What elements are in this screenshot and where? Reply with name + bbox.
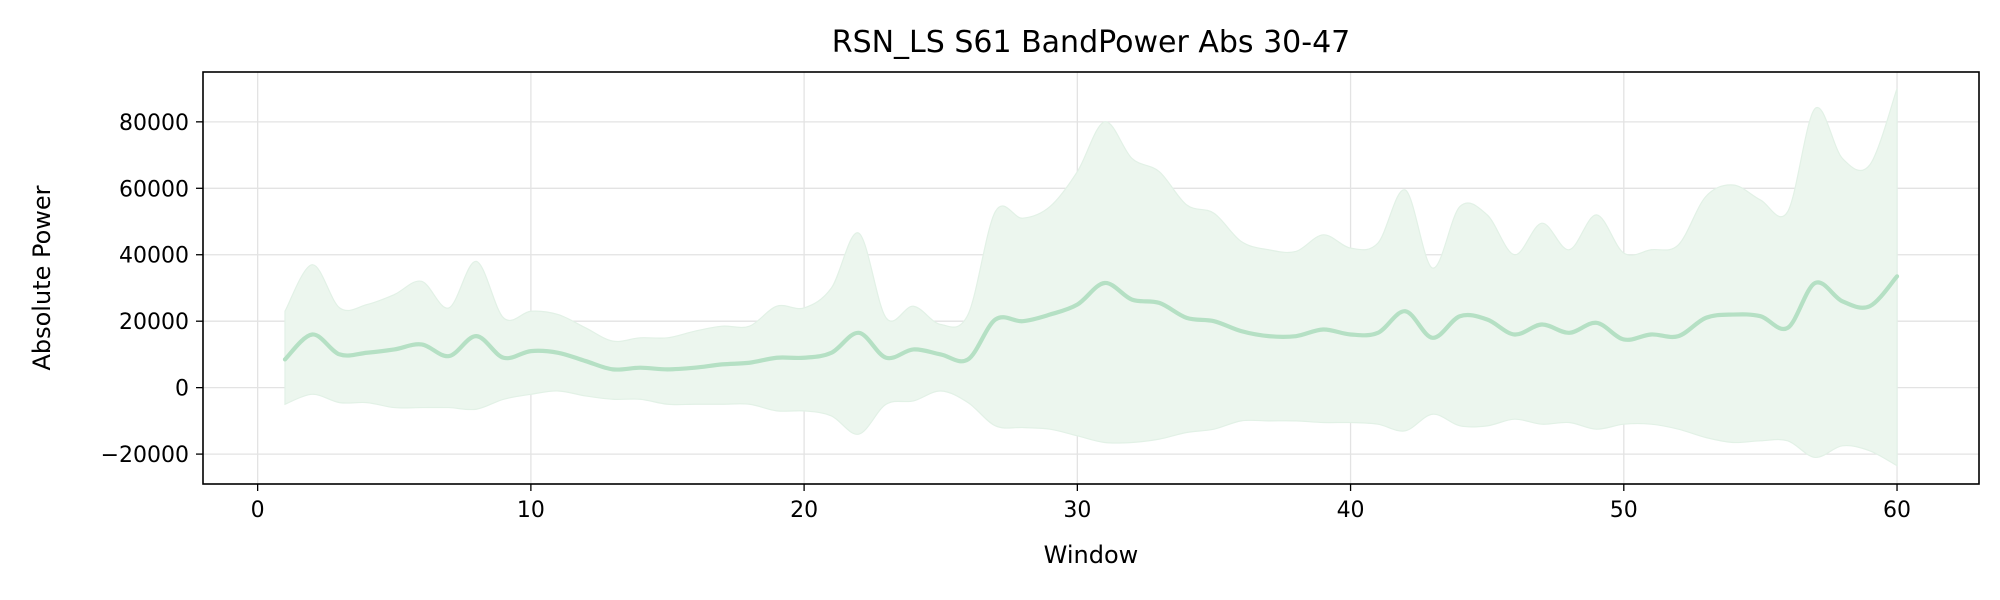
x-tick-label: 60: [1883, 498, 1911, 523]
y-axis-ticks: −20000 0 20000 40000 60000 80000: [101, 111, 203, 468]
y-tick-label: 0: [175, 377, 189, 402]
y-tick-label: 60000: [119, 177, 189, 202]
mean-line-layer: [282, 274, 1900, 372]
std-band-layer: [284, 88, 1898, 467]
x-tick-label: 30: [1063, 498, 1091, 523]
y-axis-label: Absolute Power: [28, 185, 56, 370]
x-tick-label: 20: [790, 498, 818, 523]
plot-frame: [202, 71, 1980, 485]
x-tick-label: 40: [1337, 498, 1365, 523]
x-axis-ticks: 0 10 20 30 40 50 60: [251, 484, 1911, 523]
mean-line: [282, 274, 1900, 372]
x-tick-label: 50: [1610, 498, 1638, 523]
std-band-area: [284, 88, 1898, 467]
y-tick-label: 80000: [119, 111, 189, 136]
y-tick-label: −20000: [101, 443, 189, 468]
chart-title: RSN_LS S61 BandPower Abs 30-47: [832, 25, 1351, 60]
y-tick-label: 40000: [119, 244, 189, 269]
x-axis-label: Window: [1044, 541, 1139, 569]
x-tick-label: 10: [517, 498, 545, 523]
y-tick-label: 20000: [119, 310, 189, 335]
x-tick-label: 0: [251, 498, 265, 523]
